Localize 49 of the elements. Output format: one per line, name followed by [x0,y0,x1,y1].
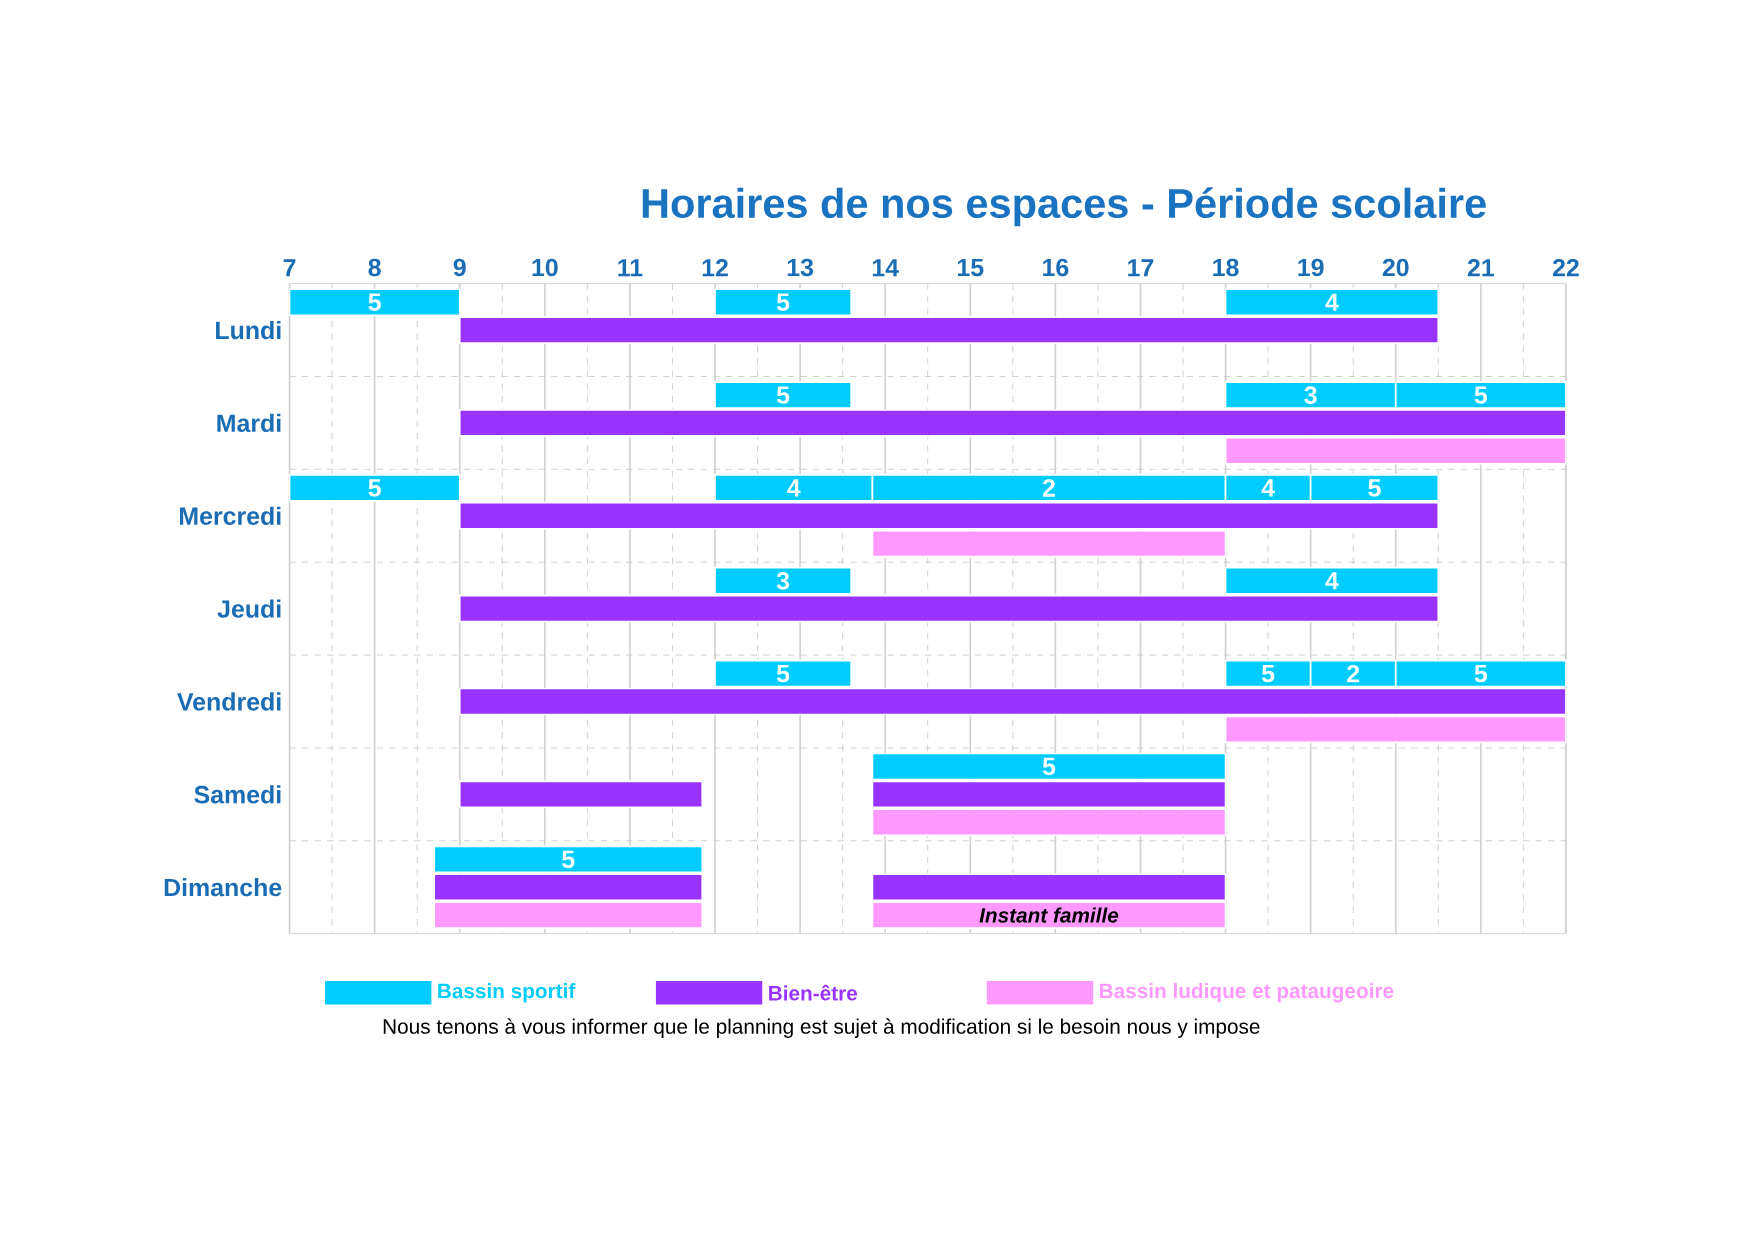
x-tick-label: 17 [1128,259,1154,277]
annotation: Instant famille [979,907,1119,923]
x-tick-label: 12 [702,258,728,277]
y-tick-label: Mercredi [179,506,281,525]
annotation: 4 [1325,293,1339,311]
text: Bassin sportif [438,983,576,1003]
x-tick-label: 16 [1043,258,1069,277]
x-tick-label: 19 [1298,258,1324,277]
y-tick-label: Dimanche [164,878,282,897]
annotation: 5 [776,293,790,311]
text: Bassin ludique et pataugeoire [1100,983,1394,1003]
annotation: 5 [776,665,790,683]
x-tick-label: 20 [1382,258,1409,277]
annotation: 2 [1347,665,1360,683]
annotation: 2 [1042,479,1055,497]
annotation: 4 [1261,479,1275,497]
annotation: 4 [787,479,801,497]
y-tick-label: Vendredi [177,692,281,711]
x-tick-label: 13 [787,258,814,277]
x-tick-label: 11 [618,259,643,277]
annotation: 5 [1474,386,1488,404]
x-tick-label: 9 [453,258,466,277]
annotation: 3 [1304,386,1317,404]
annotation: 5 [1261,665,1275,683]
y-tick-label: Mardi [217,413,281,433]
annotation: 5 [562,850,575,869]
text: Nous tenons à vous informer que le planning est sujet à modification si le besoin nous y impose [383,1018,1260,1039]
annotation: 4 [1325,572,1339,590]
x-tick-label: 14 [872,259,899,277]
x-tick-label: 15 [957,258,984,277]
y-tick-label: Jeudi [217,599,281,618]
annotation: 5 [368,293,381,311]
x-tick-label: 18 [1213,258,1239,277]
annotation: 5 [1042,757,1056,776]
annotation: 5 [776,386,790,404]
text: Bien-être [769,984,858,1001]
annotation: 3 [776,572,790,590]
x-tick-label: 8 [368,258,381,277]
chart-title: Horaires de nos espaces - Période scolaire [642,187,1486,227]
x-tick-label: 7 [283,259,296,277]
x-tick-label: 10 [532,258,558,277]
annotation: 5 [1474,665,1488,683]
annotation: 5 [1368,479,1381,497]
annotation: 5 [368,479,381,497]
x-tick-label: 21 [1467,258,1494,277]
x-tick-label: 22 [1552,258,1579,277]
y-tick-label: Samedi [194,785,281,804]
y-tick-label: Lundi [216,320,281,340]
bar [458,780,704,809]
